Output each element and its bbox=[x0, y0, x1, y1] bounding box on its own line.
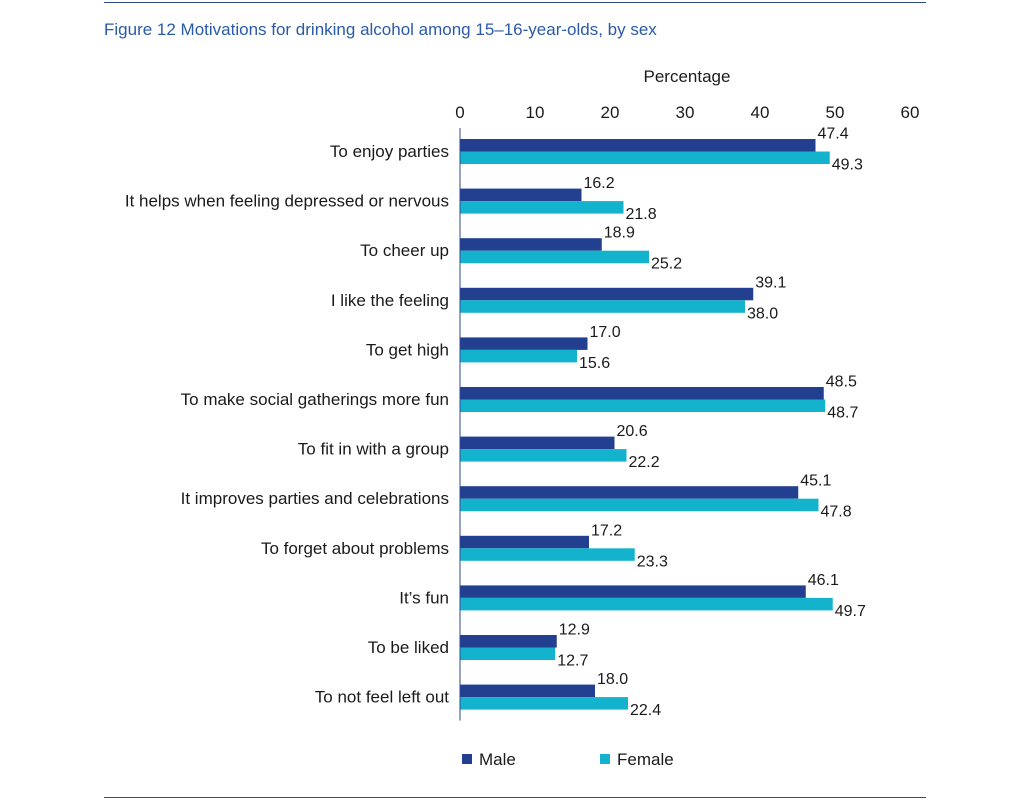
female-bar bbox=[460, 201, 624, 214]
category-label: It helps when feeling depressed or nervo… bbox=[125, 192, 449, 211]
category-label: To get high bbox=[366, 340, 449, 359]
female-value-label: 21.8 bbox=[626, 206, 657, 223]
x-axis-label: Percentage bbox=[644, 67, 731, 86]
male-bar bbox=[460, 535, 589, 549]
x-tick-label: 50 bbox=[826, 103, 845, 122]
male-bar bbox=[460, 486, 799, 499]
x-tick-label: 40 bbox=[751, 103, 770, 122]
male-bar bbox=[460, 684, 595, 698]
female-bar bbox=[460, 597, 833, 611]
female-bar bbox=[460, 151, 830, 164]
female-bar bbox=[460, 498, 819, 512]
male-value-label: 39.1 bbox=[755, 274, 786, 291]
female-bar bbox=[460, 300, 745, 313]
category-label: I like the feeling bbox=[331, 291, 449, 310]
male-bar bbox=[460, 436, 615, 450]
female-value-label: 49.3 bbox=[832, 157, 863, 174]
x-tick-label: 0 bbox=[455, 103, 464, 122]
male-value-label: 18.0 bbox=[597, 671, 628, 688]
female-bar bbox=[460, 697, 628, 710]
female-value-label: 22.4 bbox=[630, 702, 661, 719]
male-bar bbox=[460, 337, 588, 350]
male-legend-swatch bbox=[462, 754, 472, 764]
female-value-label: 22.2 bbox=[629, 454, 660, 471]
male-value-label: 17.2 bbox=[591, 522, 622, 539]
male-bar bbox=[460, 387, 824, 400]
bars bbox=[460, 139, 833, 710]
x-tick-label: 10 bbox=[526, 103, 545, 122]
female-bar bbox=[460, 349, 577, 363]
female-legend-swatch bbox=[600, 754, 610, 764]
category-label: To be liked bbox=[368, 638, 449, 657]
male-bar bbox=[460, 188, 582, 202]
figure-title: Figure 12 Motivations for drinking alcoh… bbox=[104, 20, 657, 39]
category-label: To forget about problems bbox=[261, 539, 449, 558]
male-bar bbox=[460, 139, 816, 152]
legend: Male Female bbox=[462, 750, 674, 769]
male-value-label: 18.9 bbox=[604, 225, 635, 242]
male-value-label: 20.6 bbox=[617, 423, 648, 440]
male-bar bbox=[460, 635, 557, 648]
male-legend-label: Male bbox=[479, 750, 516, 769]
female-legend-label: Female bbox=[617, 750, 674, 769]
female-bar bbox=[460, 647, 556, 660]
male-bar bbox=[460, 585, 806, 598]
category-label: It’s fun bbox=[399, 588, 449, 607]
female-bar bbox=[460, 250, 649, 264]
female-bar bbox=[460, 449, 627, 462]
female-bar bbox=[460, 548, 635, 561]
male-bar bbox=[460, 238, 602, 251]
x-axis-ticks: 0 10 20 30 40 50 60 bbox=[455, 103, 919, 122]
female-value-label: 38.0 bbox=[747, 305, 778, 322]
male-value-label: 45.1 bbox=[800, 473, 831, 490]
category-label: To enjoy parties bbox=[330, 142, 449, 161]
x-tick-label: 20 bbox=[601, 103, 620, 122]
male-value-label: 16.2 bbox=[584, 175, 615, 192]
male-value-label: 46.1 bbox=[808, 572, 839, 589]
male-value-label: 47.4 bbox=[818, 126, 849, 143]
category-label: To not feel left out bbox=[315, 688, 449, 707]
male-value-label: 12.9 bbox=[559, 622, 590, 639]
category-label: To fit in with a group bbox=[298, 440, 449, 459]
x-tick-label: 30 bbox=[676, 103, 695, 122]
category-label: To cheer up bbox=[360, 241, 449, 260]
bottom-rule bbox=[104, 797, 926, 798]
female-value-label: 49.7 bbox=[835, 603, 866, 620]
male-value-label: 48.5 bbox=[826, 374, 857, 391]
category-labels: To enjoy parties It helps when feeling de… bbox=[125, 142, 449, 707]
female-value-label: 48.7 bbox=[827, 405, 858, 422]
female-value-label: 12.7 bbox=[557, 653, 588, 670]
top-rule bbox=[104, 2, 926, 3]
female-value-label: 15.6 bbox=[579, 355, 610, 372]
male-bar bbox=[460, 287, 754, 301]
female-bar bbox=[460, 399, 826, 412]
category-label: It improves parties and celebrations bbox=[181, 489, 449, 508]
x-tick-label: 60 bbox=[901, 103, 920, 122]
female-value-label: 47.8 bbox=[821, 504, 852, 521]
category-label: To make social gatherings more fun bbox=[181, 390, 449, 409]
female-value-label: 25.2 bbox=[651, 256, 682, 273]
male-value-label: 17.0 bbox=[590, 324, 621, 341]
value-labels: 47.4 49.3 16.2 21.8 18.9 25.2 39.1 38.0 17.0 15.6… bbox=[557, 126, 866, 720]
female-value-label: 23.3 bbox=[637, 553, 668, 570]
